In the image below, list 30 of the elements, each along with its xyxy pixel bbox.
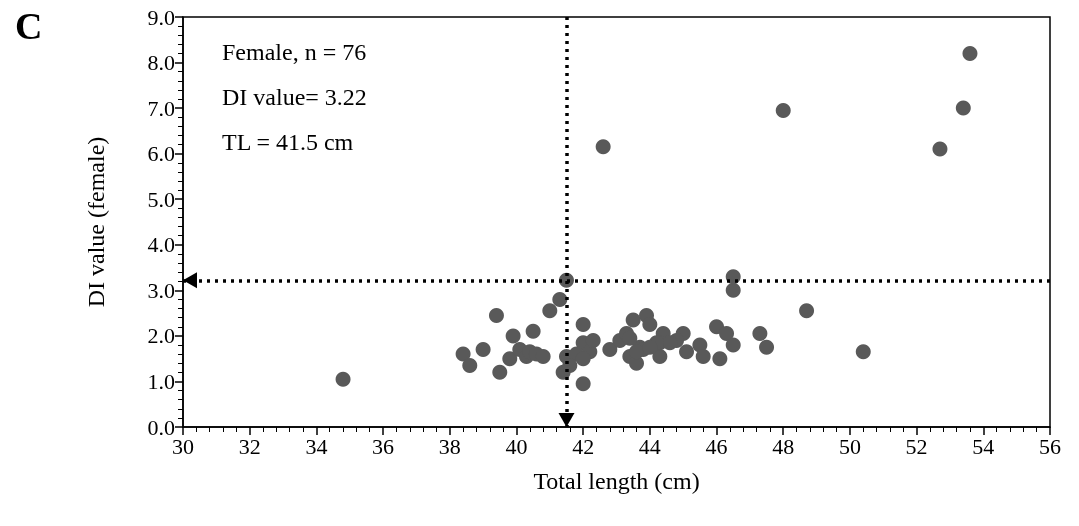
y-tick-label: 7.0	[147, 95, 175, 121]
x-tick-label: 44	[638, 433, 661, 459]
x-tick-label: 32	[238, 433, 261, 459]
y-tick-label: 6.0	[147, 141, 175, 167]
x-tick-label: 42	[572, 433, 595, 459]
annotation: Female, n = 76	[222, 39, 367, 65]
y-tick-label: 3.0	[147, 277, 175, 303]
x-tick-label: 30	[172, 433, 194, 459]
y-tick-label: 0.0	[147, 414, 175, 440]
x-tick-label: 50	[838, 433, 861, 459]
y-axis-title: DI value (female)	[83, 136, 109, 308]
x-tick-label: 36	[372, 433, 395, 459]
x-tick-label: 56	[1039, 433, 1061, 459]
y-tick-label: 5.0	[147, 186, 175, 212]
x-tick-label: 46	[705, 433, 728, 459]
y-tick-label: 1.0	[147, 368, 175, 394]
annotation: DI value= 3.22	[222, 84, 367, 110]
y-tick-label: 2.0	[147, 323, 175, 349]
x-tick-label: 40	[505, 433, 528, 459]
x-tick-label: 52	[905, 433, 928, 459]
x-tick-label: 34	[305, 433, 328, 459]
chart-title: C	[15, 5, 43, 47]
y-tick-label: 9.0	[147, 4, 175, 30]
x-tick-label: 48	[772, 433, 795, 459]
x-axis-title: Total length (cm)	[533, 468, 700, 494]
annotation: TL = 41.5 cm	[222, 129, 354, 155]
x-tick-label: 38	[438, 433, 461, 459]
x-tick-label: 54	[972, 433, 995, 459]
y-tick-label: 8.0	[147, 50, 175, 76]
y-tick-label: 4.0	[147, 232, 175, 258]
